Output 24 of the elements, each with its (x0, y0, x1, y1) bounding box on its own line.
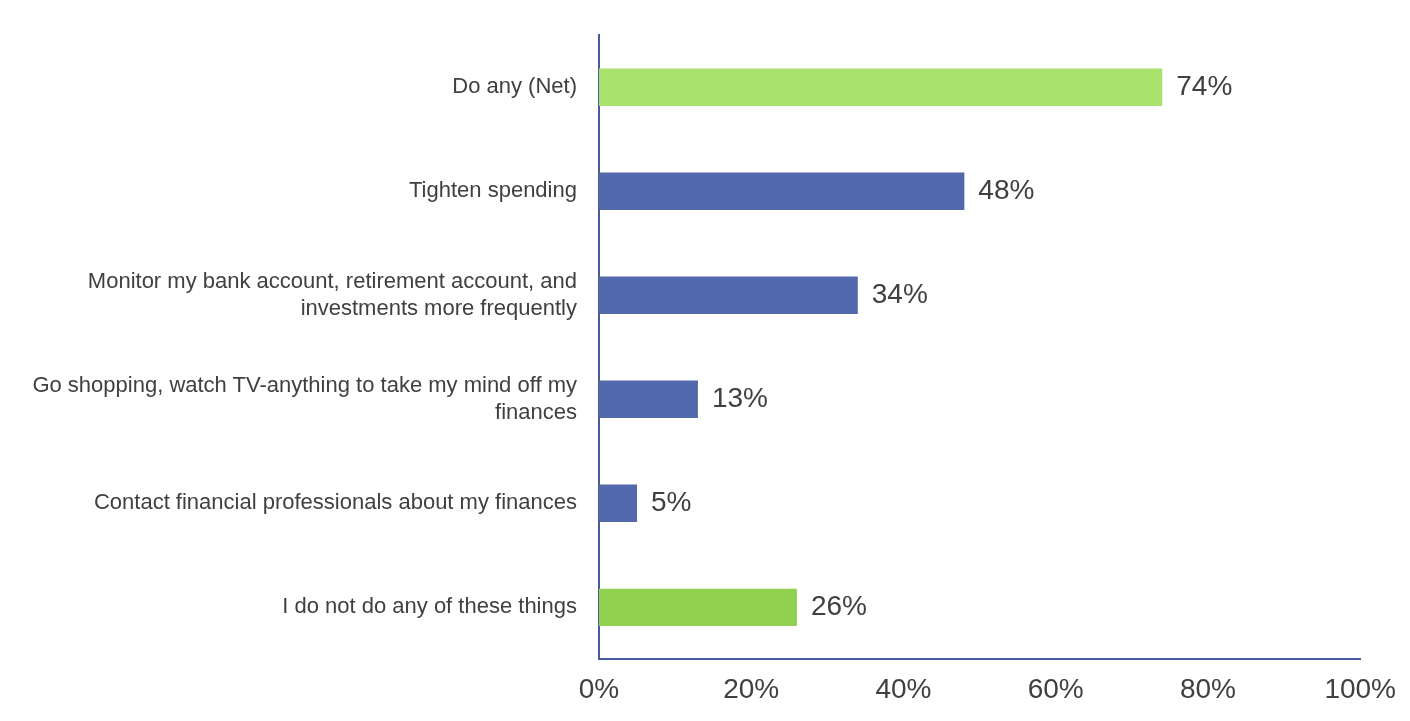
bar (598, 172, 965, 210)
y-tick-label: Contact financial professionals about my finances (93, 489, 577, 515)
y-tick-label: Tighten spending (408, 177, 577, 203)
x-tick-label: 20% (723, 672, 780, 704)
bar (598, 68, 1163, 106)
x-tick-label: 40% (875, 672, 932, 704)
x-tick-label: 60% (1027, 672, 1084, 704)
bar (598, 484, 638, 523)
data-label: 74% (1176, 69, 1233, 101)
data-label: 34% (871, 278, 928, 309)
data-label: 48% (978, 173, 1035, 205)
y-tick-label: I do not do any of these things (282, 593, 577, 619)
y-tick-label: Go shopping, watch TV-anything to take my mind off my finances (32, 372, 577, 424)
data-label: 13% (711, 382, 768, 414)
data-label: 5% (651, 486, 692, 518)
bar (598, 276, 858, 315)
bar (598, 380, 698, 419)
x-tick-label: 100% (1324, 672, 1397, 704)
y-tick-label: Do any (Net) (452, 73, 577, 99)
x-tick-label: 80% (1179, 672, 1236, 704)
data-label: 26% (810, 590, 867, 622)
x-tick-label: 0% (578, 672, 620, 704)
bar (598, 588, 797, 627)
y-tick-label: Monitor my bank account, retirement account, and investments more frequently (87, 268, 577, 320)
